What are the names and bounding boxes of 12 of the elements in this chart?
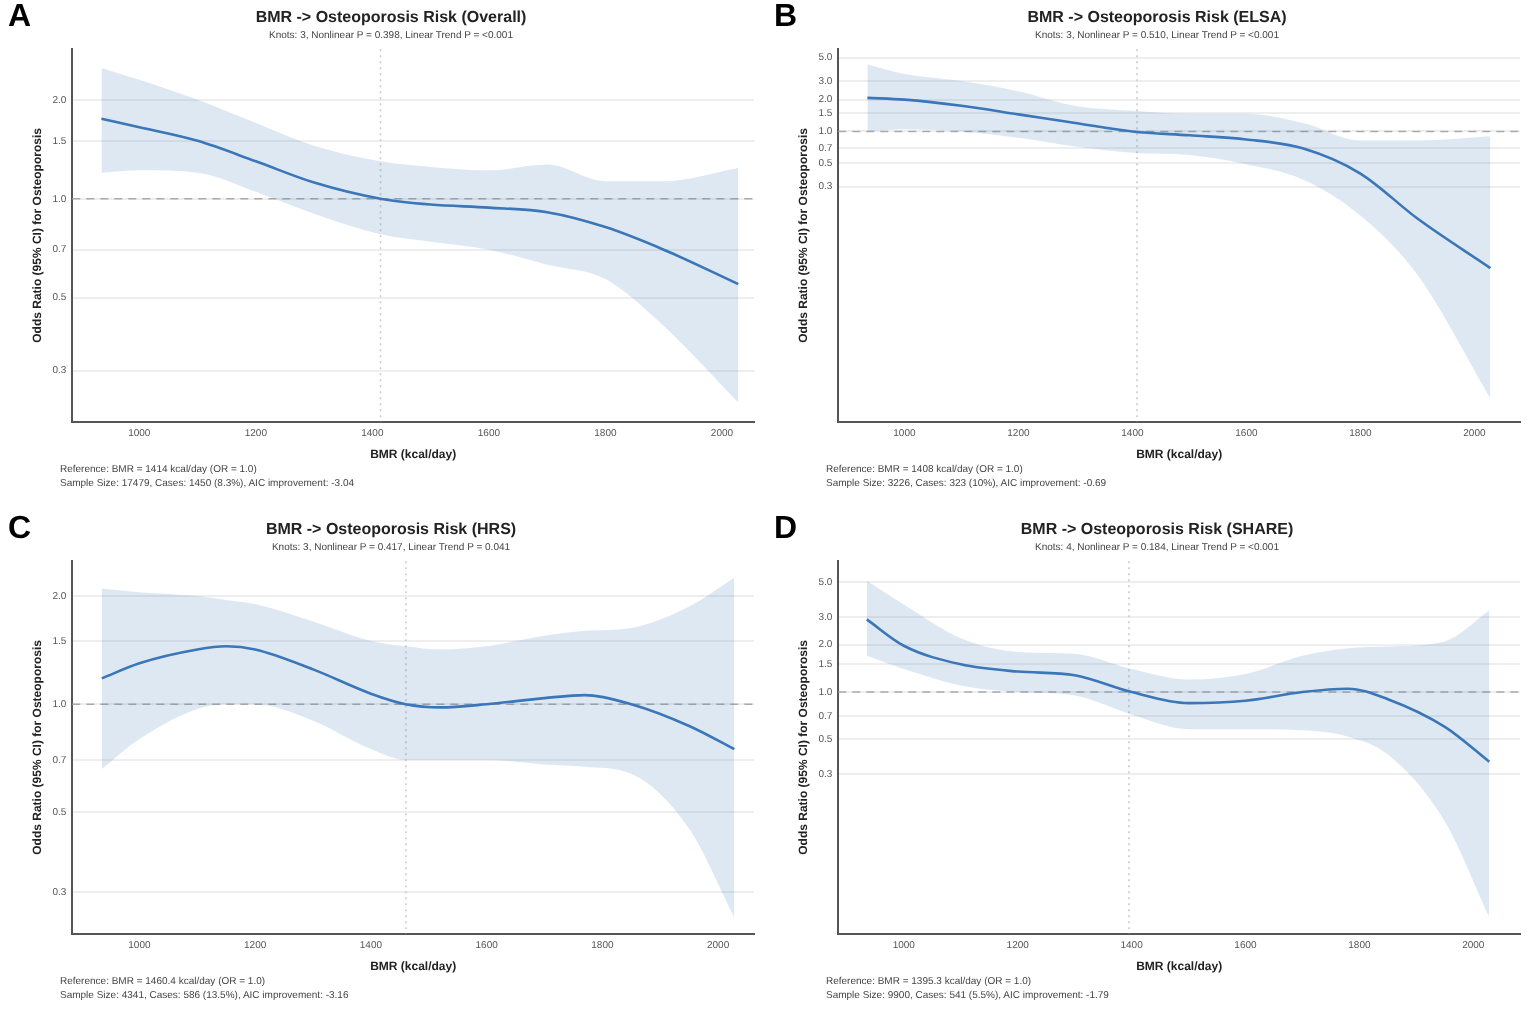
line-series bbox=[865, 618, 1491, 764]
chart-title: BMR -> Osteoporosis Risk (ELSA) bbox=[1027, 8, 1288, 27]
line-series bbox=[866, 96, 1492, 270]
line-series bbox=[100, 644, 736, 751]
line-series bbox=[100, 117, 740, 286]
chart-title: BMR -> Osteoporosis Risk (Overall) bbox=[255, 8, 528, 27]
text: D bbox=[774, 512, 798, 548]
text: A bbox=[8, 0, 32, 36]
text: B bbox=[774, 0, 798, 36]
chart-title: BMR -> Osteoporosis Risk (HRS) bbox=[265, 520, 517, 539]
chart-title: BMR -> Osteoporosis Risk (SHARE) bbox=[1020, 520, 1294, 539]
text: C bbox=[8, 512, 32, 548]
